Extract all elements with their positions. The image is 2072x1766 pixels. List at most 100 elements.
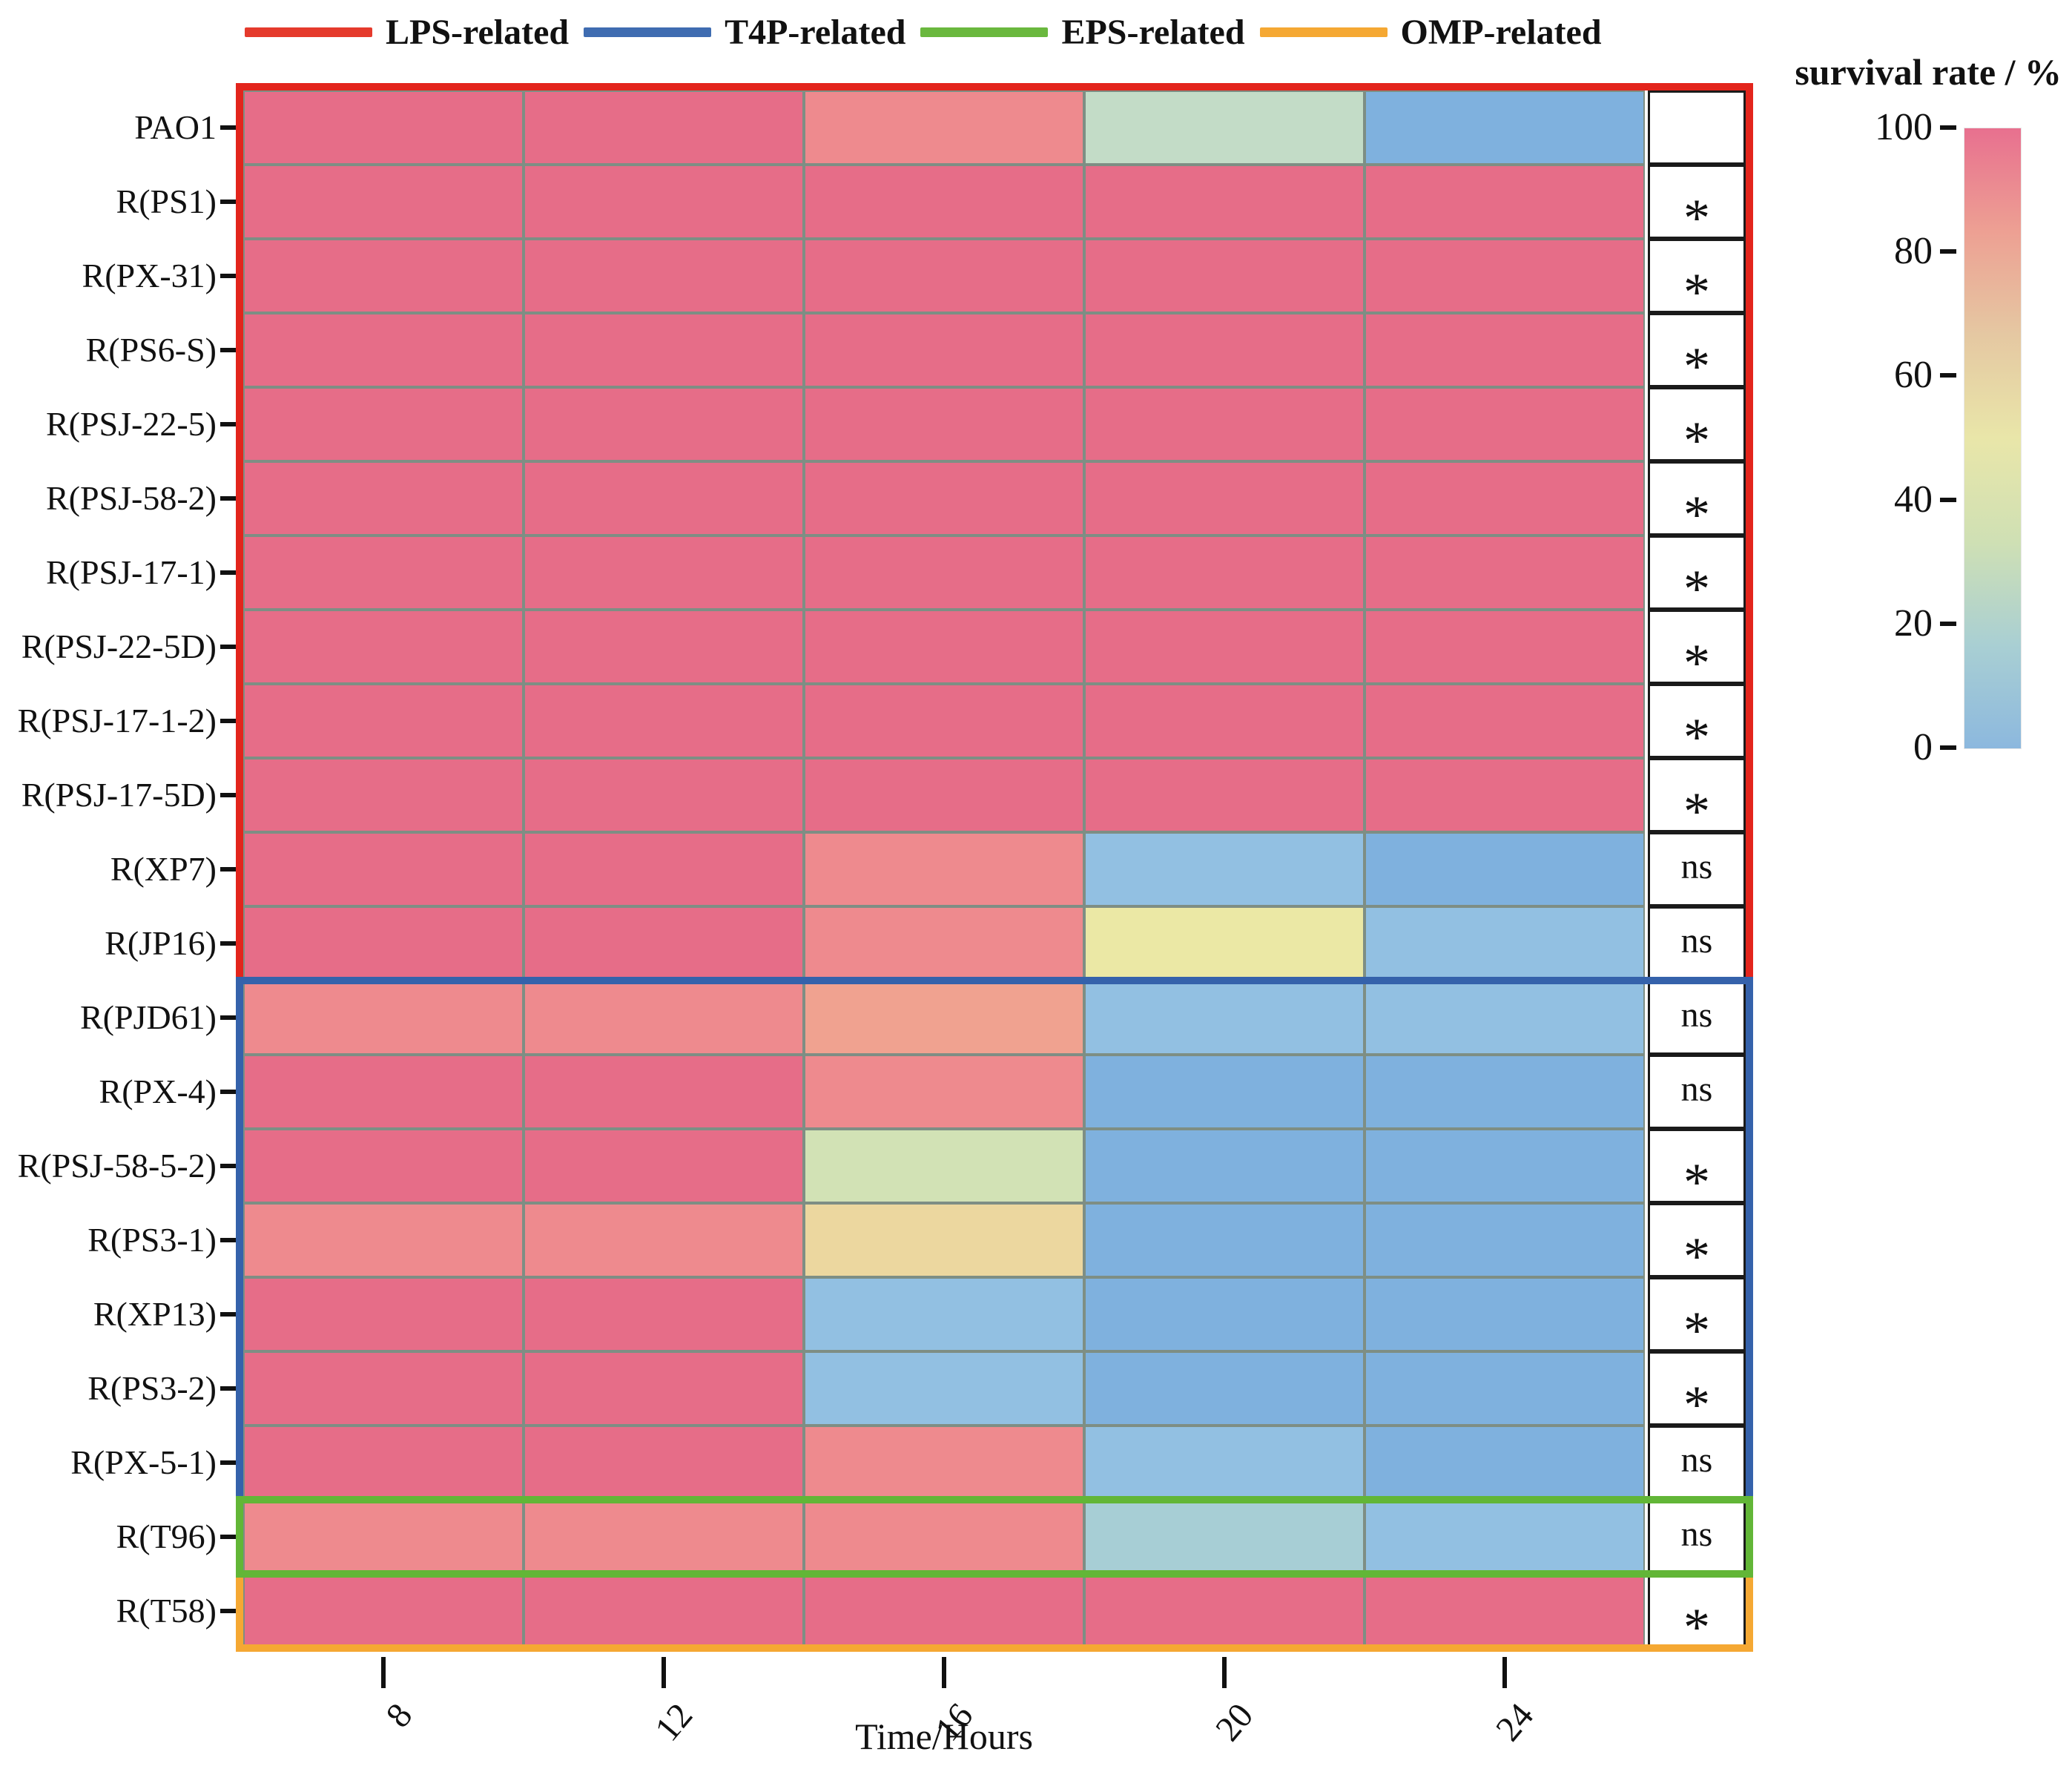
colorbar-tick-dash bbox=[1940, 621, 1956, 626]
row-label: R(PS3-2) bbox=[88, 1369, 217, 1407]
heatmap-cell bbox=[804, 1426, 1084, 1500]
heatmap-cell bbox=[1365, 387, 1645, 461]
heatmap-cell bbox=[243, 1129, 524, 1203]
heatmap-cell bbox=[1084, 239, 1365, 313]
heatmap-cell bbox=[524, 1277, 804, 1351]
significance-box bbox=[1648, 90, 1746, 165]
legend-item-label: OMP-related bbox=[1400, 13, 1602, 52]
colorbar-tick-label: 20 bbox=[1894, 602, 1933, 645]
y-tick bbox=[220, 570, 242, 575]
row-label: R(PSJ-58-2) bbox=[45, 479, 217, 517]
y-tick bbox=[220, 1312, 242, 1317]
heatmap-cell bbox=[243, 239, 524, 313]
heatmap-cell bbox=[804, 906, 1084, 981]
heatmap-cell bbox=[1084, 536, 1365, 610]
heatmap-cell bbox=[243, 461, 524, 536]
heatmap-cell bbox=[804, 1129, 1084, 1203]
significance-box: * bbox=[1648, 239, 1746, 319]
x-tick-label: 20 bbox=[1207, 1696, 1261, 1749]
heatmap-cell bbox=[243, 981, 524, 1055]
significance-box: * bbox=[1648, 313, 1746, 393]
heatmap-cell bbox=[1084, 1500, 1365, 1574]
heatmap-cell bbox=[243, 1574, 524, 1648]
colorbar-tick-dash bbox=[1940, 373, 1956, 378]
significance-box: * bbox=[1648, 758, 1746, 838]
heatmap-cell bbox=[524, 387, 804, 461]
heatmap-cell bbox=[1365, 1277, 1645, 1351]
heatmap-cell bbox=[524, 1426, 804, 1500]
heatmap-cell bbox=[1084, 1426, 1365, 1500]
x-tick bbox=[1502, 1657, 1507, 1688]
heatmap-cell bbox=[804, 165, 1084, 239]
heatmap-cell bbox=[524, 1055, 804, 1129]
heatmap-cell bbox=[524, 461, 804, 536]
heatmap-cell bbox=[1365, 610, 1645, 684]
heatmap-cell bbox=[1365, 313, 1645, 387]
significance-box: * bbox=[1648, 1574, 1746, 1654]
heatmap-cell bbox=[524, 536, 804, 610]
heatmap-cell bbox=[804, 536, 1084, 610]
x-tick bbox=[942, 1657, 946, 1688]
heatmap-cell bbox=[1084, 1055, 1365, 1129]
x-tick-label: 8 bbox=[378, 1696, 420, 1736]
significance-box: ns bbox=[1648, 981, 1746, 1055]
heatmap-cell bbox=[804, 1500, 1084, 1574]
heatmap-cell bbox=[1365, 536, 1645, 610]
heatmap-cell bbox=[243, 1426, 524, 1500]
heatmap-cell bbox=[1365, 1129, 1645, 1203]
significance-label: ns bbox=[1680, 920, 1713, 961]
colorbar-tick-dash bbox=[1940, 249, 1956, 254]
legend-item-eps-related: EPS-related bbox=[920, 12, 1259, 53]
row-label: R(JP16) bbox=[105, 924, 217, 962]
colorbar-tick-dash bbox=[1940, 745, 1956, 750]
y-tick bbox=[220, 274, 242, 278]
heatmap-cell bbox=[1365, 165, 1645, 239]
row-label: R(PSJ-58-5-2) bbox=[17, 1147, 217, 1185]
legend: LPS-related T4P-related EPS-related OMP-rel… bbox=[245, 12, 1617, 53]
heatmap-cell bbox=[1365, 1351, 1645, 1426]
heatmap-cell bbox=[243, 832, 524, 906]
heatmap-cell bbox=[243, 1500, 524, 1574]
legend-line-icon bbox=[920, 27, 1049, 37]
heatmap-cell bbox=[1365, 461, 1645, 536]
heatmap-cell bbox=[1365, 832, 1645, 906]
heatmap-cell bbox=[524, 90, 804, 165]
legend-item-label: T4P-related bbox=[725, 13, 906, 52]
heatmap-cell bbox=[243, 1277, 524, 1351]
heatmap-cell bbox=[1084, 461, 1365, 536]
y-tick bbox=[220, 422, 242, 426]
heatmap-cell bbox=[243, 1351, 524, 1426]
heatmap-cell bbox=[1365, 1426, 1645, 1500]
y-tick bbox=[220, 348, 242, 352]
row-label: R(PS6-S) bbox=[85, 331, 217, 369]
colorbar-title: survival rate / % bbox=[1795, 51, 2062, 93]
heatmap-cell bbox=[1365, 1574, 1645, 1648]
heatmap-cell bbox=[524, 981, 804, 1055]
y-tick bbox=[220, 1460, 242, 1465]
legend-item-label: LPS-related bbox=[386, 13, 570, 52]
row-label: PAO1 bbox=[134, 108, 217, 146]
y-tick bbox=[220, 125, 242, 130]
heatmap-cell bbox=[804, 1203, 1084, 1277]
heatmap-cell bbox=[243, 536, 524, 610]
row-label: R(PX-5-1) bbox=[70, 1443, 217, 1481]
colorbar-tick-label: 100 bbox=[1875, 106, 1933, 148]
heatmap-cell bbox=[1365, 1203, 1645, 1277]
significance-box: ns bbox=[1648, 832, 1746, 906]
heatmap-cell bbox=[524, 610, 804, 684]
heatmap-cell bbox=[1365, 981, 1645, 1055]
heatmap-cell bbox=[524, 165, 804, 239]
x-tick-label: 24 bbox=[1488, 1696, 1542, 1749]
heatmap-cell bbox=[524, 684, 804, 758]
y-tick bbox=[220, 867, 242, 872]
significance-box: * bbox=[1648, 610, 1746, 690]
heatmap-cell bbox=[804, 1574, 1084, 1648]
heatmap-cell bbox=[1084, 1351, 1365, 1426]
row-label: R(PX-4) bbox=[99, 1073, 217, 1110]
y-tick bbox=[220, 200, 242, 204]
heatmap-cell bbox=[524, 758, 804, 832]
y-tick bbox=[220, 1015, 242, 1020]
significance-box: * bbox=[1648, 1277, 1746, 1357]
heatmap-cell bbox=[243, 1055, 524, 1129]
